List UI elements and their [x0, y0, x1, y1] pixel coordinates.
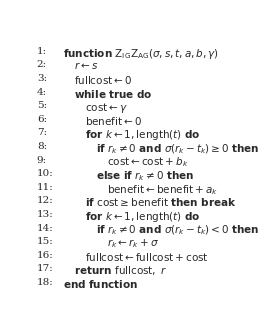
Text: $\mathbf{while\ true\ do}$: $\mathbf{while\ true\ do}$	[74, 88, 152, 100]
Text: 15:: 15:	[37, 237, 53, 246]
Text: $r_k \leftarrow r_k + \sigma$: $r_k \leftarrow r_k + \sigma$	[107, 237, 159, 250]
Text: 6:: 6:	[37, 115, 47, 124]
Text: $\mathbf{end\ function}$: $\mathbf{end\ function}$	[63, 278, 137, 290]
Text: 3:: 3:	[37, 74, 47, 83]
Text: 7:: 7:	[37, 129, 47, 137]
Text: $\mathbf{if}\ r_k \neq 0\ \mathbf{and}\ \sigma(r_k - t_k) < 0\ \mathbf{then}$: $\mathbf{if}\ r_k \neq 0\ \mathbf{and}\ …	[96, 224, 260, 237]
Text: $\mathbf{if}\ \mathrm{cost} \geq \mathrm{benefit}\ \mathbf{then\ break}$: $\mathbf{if}\ \mathrm{cost} \geq \mathrm…	[85, 196, 236, 208]
Text: $\mathrm{benefit} \leftarrow 0$: $\mathrm{benefit} \leftarrow 0$	[85, 115, 142, 127]
Text: 9:: 9:	[37, 156, 47, 164]
Text: $\mathbf{else\ if}\ r_k \neq 0\ \mathbf{then}$: $\mathbf{else\ if}\ r_k \neq 0\ \mathbf{…	[96, 169, 194, 183]
Text: 12:: 12:	[37, 196, 53, 205]
Text: $\mathrm{fullcost} \leftarrow \mathrm{fullcost} + \mathrm{cost}$: $\mathrm{fullcost} \leftarrow \mathrm{fu…	[85, 251, 209, 263]
Text: 11:: 11:	[37, 183, 53, 192]
Text: 17:: 17:	[37, 264, 53, 273]
Text: $\mathbf{return}\ \mathrm{fullcost},\ r$: $\mathbf{return}\ \mathrm{fullcost},\ r$	[74, 264, 167, 277]
Text: 2:: 2:	[37, 60, 47, 69]
Text: $\mathrm{benefit} \leftarrow \mathrm{benefit} + a_k$: $\mathrm{benefit} \leftarrow \mathrm{ben…	[107, 183, 219, 197]
Text: $\mathrm{fullcost} \leftarrow 0$: $\mathrm{fullcost} \leftarrow 0$	[74, 74, 132, 86]
Text: 8:: 8:	[37, 142, 47, 151]
Text: $\mathbf{for}\ k \leftarrow 1, \mathrm{length}(t)\ \mathbf{do}$: $\mathbf{for}\ k \leftarrow 1, \mathrm{l…	[85, 129, 201, 142]
Text: 16:: 16:	[37, 251, 53, 260]
Text: 18:: 18:	[37, 278, 53, 287]
Text: $\mathrm{cost} \leftarrow \gamma$: $\mathrm{cost} \leftarrow \gamma$	[85, 101, 128, 115]
Text: 13:: 13:	[37, 210, 53, 219]
Text: $r \leftarrow s$: $r \leftarrow s$	[74, 60, 98, 71]
Text: $\mathbf{function}$ $\mathrm{Z_{IG}Z_{AG}}(\sigma, s, t, a, b, \gamma)$: $\mathbf{function}$ $\mathrm{Z_{IG}Z_{AG…	[63, 47, 219, 61]
Text: 4:: 4:	[37, 88, 47, 96]
Text: 5:: 5:	[37, 101, 47, 110]
Text: $\mathbf{if}\ r_k \neq 0\ \mathbf{and}\ \sigma(r_k - t_k) \geq 0\ \mathbf{then}$: $\mathbf{if}\ r_k \neq 0\ \mathbf{and}\ …	[96, 142, 260, 156]
Text: 10:: 10:	[37, 169, 53, 178]
Text: 14:: 14:	[37, 224, 53, 232]
Text: 1:: 1:	[37, 47, 47, 56]
Text: $\mathrm{cost} \leftarrow \mathrm{cost} + b_k$: $\mathrm{cost} \leftarrow \mathrm{cost} …	[107, 156, 189, 169]
Text: $\mathbf{for}\ k \leftarrow 1, \mathrm{length}(t)\ \mathbf{do}$: $\mathbf{for}\ k \leftarrow 1, \mathrm{l…	[85, 210, 201, 224]
